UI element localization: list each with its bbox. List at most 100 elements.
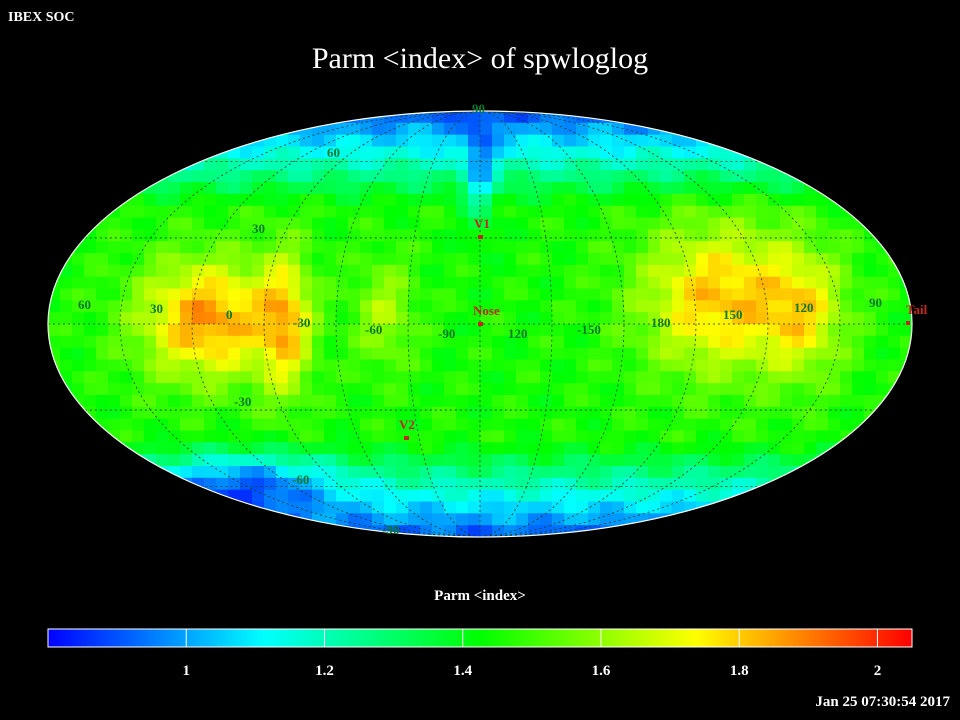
heatmap-cell (708, 335, 721, 349)
heatmap-cell (144, 383, 157, 396)
heatmap-cell (264, 241, 277, 254)
heatmap-cell (768, 158, 781, 171)
heatmap-cell (792, 406, 805, 420)
heatmap-cell (300, 288, 313, 301)
heatmap-cell (456, 395, 469, 408)
heatmap-cell (528, 229, 541, 242)
heatmap-cell (396, 111, 409, 124)
heatmap-cell (600, 300, 613, 313)
heatmap-cell (276, 454, 289, 467)
heatmap-cell (372, 489, 385, 503)
heatmap-cell (456, 359, 469, 372)
heatmap-cell (492, 383, 505, 396)
heatmap-cell (336, 466, 349, 479)
heatmap-cell (768, 300, 781, 313)
heatmap-cell (288, 477, 301, 491)
heatmap-cell (588, 335, 601, 349)
heatmap-cell (564, 170, 577, 183)
heatmap-cell (576, 489, 589, 503)
heatmap-cell (600, 182, 613, 195)
heatmap-cell (132, 430, 145, 443)
heatmap-cell (96, 288, 109, 301)
heatmap-cell (852, 383, 865, 396)
heatmap-cell (600, 489, 613, 503)
heatmap-cell (576, 312, 589, 325)
heatmap-cell (60, 395, 73, 408)
heatmap-cell (204, 442, 217, 455)
heatmap-cell (780, 324, 793, 337)
heatmap-cell (588, 205, 601, 219)
heatmap-cell (312, 513, 325, 526)
heatmap-cell (600, 324, 613, 337)
lon-label: -90 (438, 326, 455, 341)
heatmap-cell (720, 359, 733, 372)
heatmap-cell (648, 406, 661, 420)
heatmap-cell (636, 335, 649, 349)
heatmap-cell (552, 312, 565, 325)
heatmap-cell (204, 193, 217, 207)
heatmap-cell (600, 253, 613, 266)
heatmap-cell (408, 241, 421, 254)
heatmap-cell (348, 111, 361, 124)
heatmap-cell (540, 477, 553, 491)
heatmap-cell (252, 324, 265, 337)
heatmap-cell (660, 395, 673, 408)
heatmap-cell (252, 288, 265, 301)
heatmap-cell (792, 264, 805, 278)
heatmap-cell (360, 300, 373, 313)
heatmap-cell (408, 513, 421, 526)
heatmap-cell (384, 300, 397, 313)
heatmap-cell (456, 454, 469, 467)
heatmap-cell (396, 442, 409, 455)
heatmap-cell (900, 300, 912, 313)
heatmap-cell (504, 525, 517, 537)
heatmap-cell (612, 489, 625, 503)
heatmap-cell (372, 122, 385, 136)
heatmap-cell (276, 158, 289, 171)
heatmap-cell (540, 193, 553, 207)
heatmap-cell (240, 312, 253, 325)
heatmap-cell (744, 454, 757, 467)
heatmap-cell (624, 217, 637, 230)
heatmap-cell (336, 312, 349, 325)
heatmap-cell (180, 241, 193, 254)
heatmap-cell (660, 146, 673, 159)
heatmap-cell (660, 300, 673, 313)
heatmap-cell (516, 276, 529, 290)
heatmap-cell (840, 288, 853, 301)
heatmap-cell (720, 276, 733, 290)
heatmap-cell (288, 406, 301, 420)
heatmap-cell (120, 288, 133, 301)
heatmap-cell (780, 442, 793, 455)
heatmap-cell (720, 193, 733, 207)
heatmap-cell (492, 489, 505, 503)
heatmap-cell (288, 324, 301, 337)
heatmap-cell (768, 466, 781, 479)
heatmap-cell (744, 205, 757, 219)
heatmap-cell (348, 324, 361, 337)
heatmap-cell (180, 335, 193, 349)
heatmap-cell (396, 146, 409, 159)
heatmap-cell (324, 205, 337, 219)
heatmap-cell (552, 264, 565, 278)
tail-marker (906, 321, 910, 325)
heatmap-cell (228, 383, 241, 396)
heatmap-cell (504, 454, 517, 467)
heatmap-cell (708, 442, 721, 455)
lat-label: -60 (292, 472, 309, 487)
heatmap-cell (744, 383, 757, 396)
heatmap-cell (780, 430, 793, 443)
heatmap-cell (420, 430, 433, 443)
heatmap-cell (204, 158, 217, 171)
heatmap-cell (672, 182, 685, 195)
heatmap-cell (192, 454, 205, 467)
heatmap-cell (216, 383, 229, 396)
heatmap-cell (408, 276, 421, 290)
heatmap-cell (552, 170, 565, 183)
heatmap-cell (648, 501, 661, 514)
heatmap-cell (336, 489, 349, 503)
heatmap-cell (708, 347, 721, 361)
heatmap-cell (516, 122, 529, 136)
heatmap-cell (564, 525, 577, 537)
heatmap-cell (384, 525, 397, 537)
